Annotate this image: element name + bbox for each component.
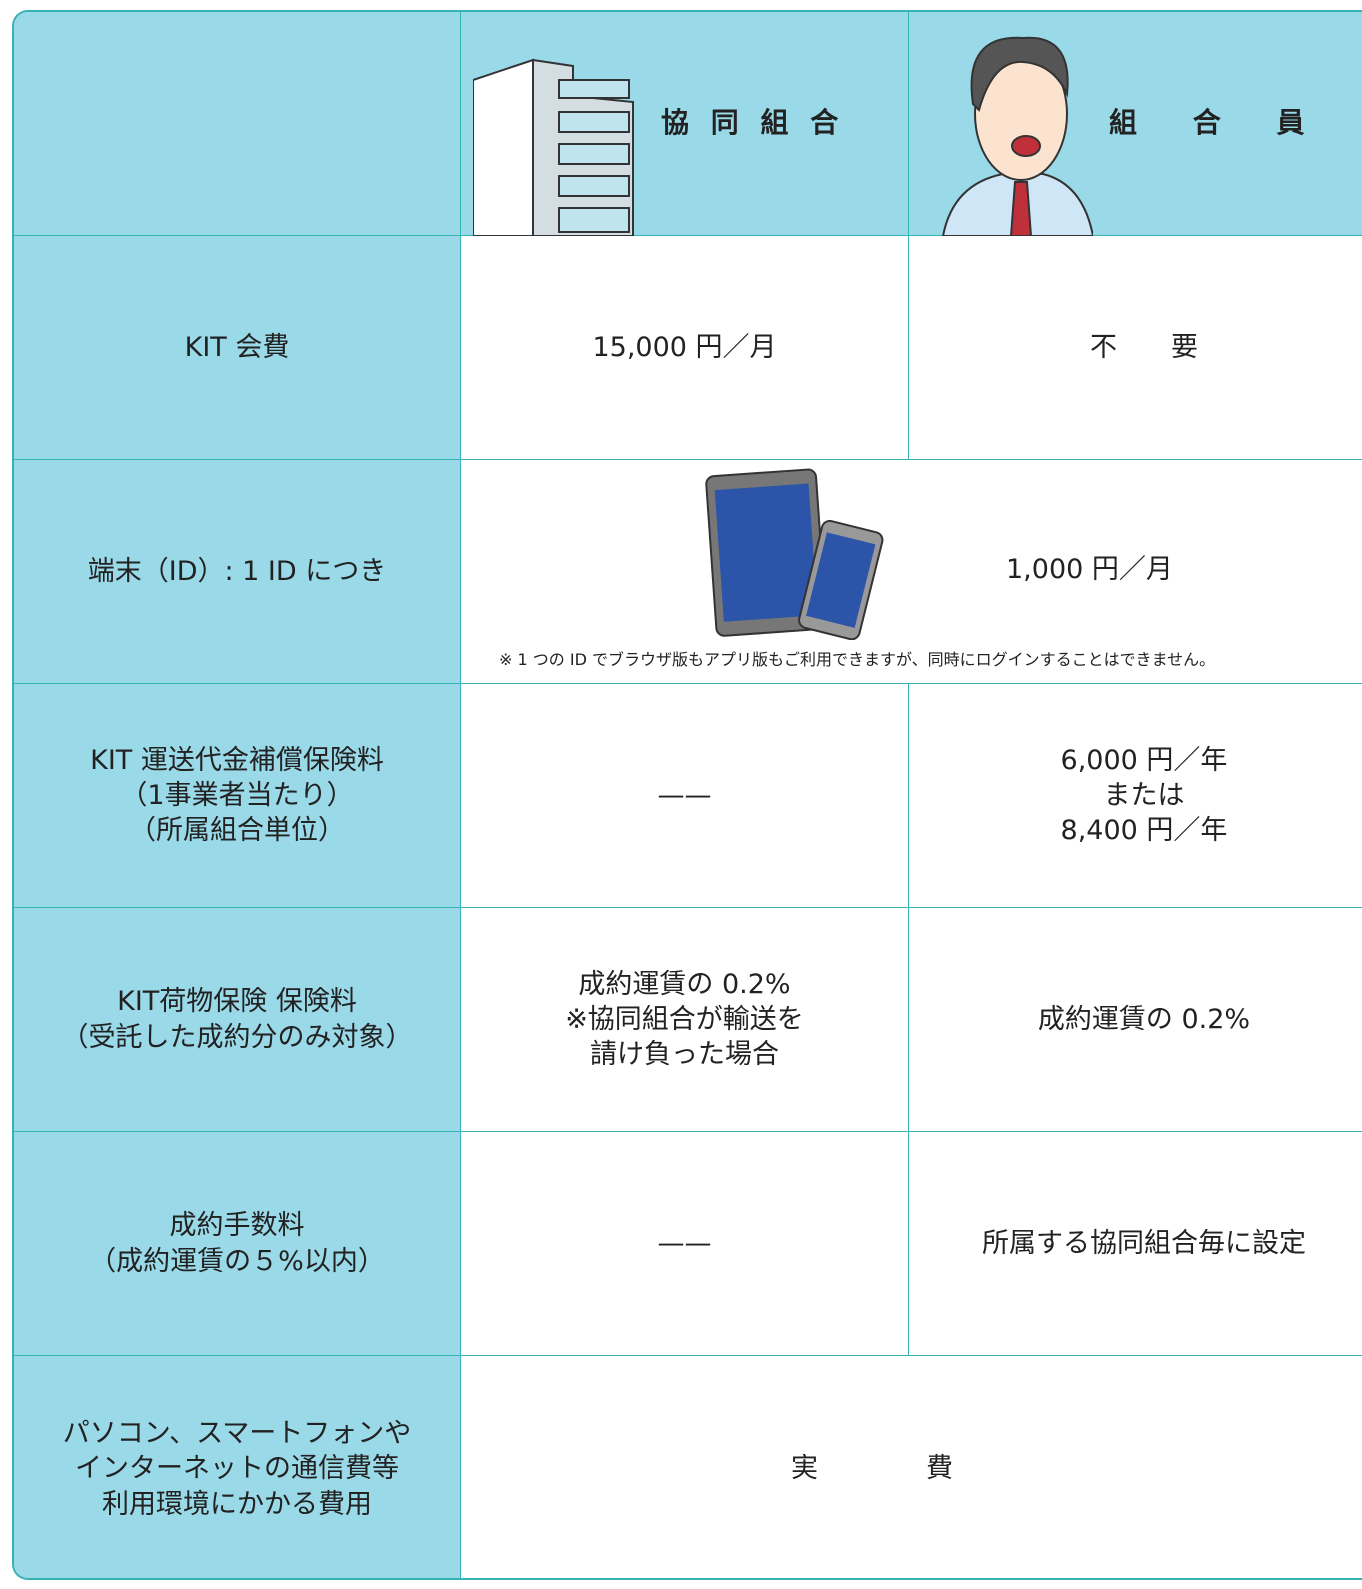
note: ※ 1 つの ID でブラウザ版もアプリ版もご利用できますが、同時にログインする… (499, 650, 1216, 669)
cell: 不 要 (909, 236, 1362, 460)
row-label: KIT 運送代金補償保険料 （1事業者当たり） （所属組合単位） (14, 684, 461, 908)
header-label: 組 合 員 (1109, 106, 1311, 140)
merged-cell: 1,000 円／月 ※ 1 つの ID でブラウザ版もアプリ版もご利用できますが… (461, 460, 1362, 684)
header-corner (14, 12, 461, 236)
cell: 15,000 円／月 (461, 236, 909, 460)
cell: 所属する協同組合毎に設定 (909, 1132, 1362, 1356)
header-cell: 組 合 員 (909, 12, 1362, 236)
row-label: 成約手数料 （成約運賃の５%以内） (14, 1132, 461, 1356)
row-label: KIT 会費 (14, 236, 461, 460)
merged-cell: 実 費 (791, 1453, 953, 1485)
building-icon (473, 58, 634, 236)
person-icon (941, 36, 1093, 236)
header-cell: 協 同 組 合 (461, 12, 909, 236)
header-label: 協 同 組 合 (661, 106, 845, 140)
cell: 成約運賃の 0.2% ※協同組合が輸送を 請け負った場合 (461, 908, 909, 1132)
table: 協 同 組 合 組 合 員 KIT 会費 15,000 円／月 不 要 端末（I… (12, 10, 1362, 1580)
cell: —— (461, 1132, 909, 1356)
device-icon (705, 468, 884, 640)
cell-text: 1,000 円／月 (1006, 554, 1173, 585)
row-label: KIT荷物保険 保険料 （受託した成約分のみ対象） (14, 908, 461, 1132)
row-label: パソコン、スマートフォンや インターネットの通信費等 利用環境にかかる費用 (14, 1356, 461, 1578)
cell: 6,000 円／年 または 8,400 円／年 (909, 684, 1362, 908)
cell: 成約運賃の 0.2% (909, 908, 1362, 1132)
row-label: 端末（ID）: 1 ID につき (14, 460, 461, 684)
cell: —— (461, 684, 909, 908)
